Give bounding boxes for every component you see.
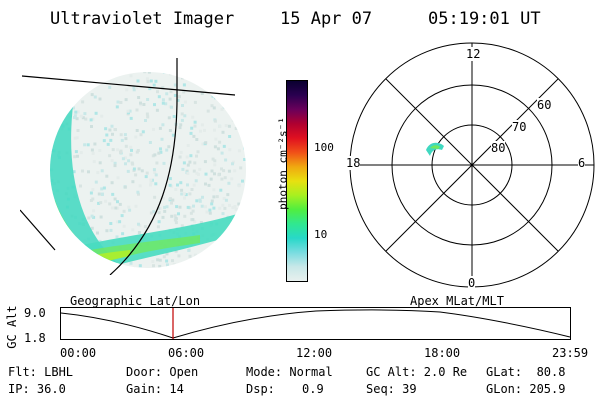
colorbar-label: photon cm⁻²s⁻¹	[276, 117, 290, 210]
orbit-time-2: 12:00	[296, 346, 333, 360]
orbit-time-0: 00:00	[60, 346, 97, 360]
orbit-time-1: 06:00	[168, 346, 205, 360]
orbit-ymin: 1.8	[24, 331, 46, 345]
lat-label-60: 60	[537, 98, 552, 112]
info-flt: Flt: LBHL	[8, 365, 74, 379]
colorbar-tick-10: 10	[314, 228, 328, 241]
info-gain: Gain: 14	[126, 382, 184, 396]
orbit-time-3: 18:00	[424, 346, 461, 360]
info-gcalt: GC Alt: 2.0 Re	[366, 365, 468, 379]
info-ip: IP: 36.0	[8, 382, 66, 396]
info-door: Door: Open	[126, 365, 199, 379]
colorbar	[286, 80, 308, 282]
geographic-label: Geographic Lat/Lon	[70, 294, 201, 308]
colorbar-tick-100: 100	[314, 141, 334, 154]
mlt-label-0: 0	[468, 276, 476, 290]
orbit-plot[interactable]	[60, 307, 572, 341]
orbit-ylabel: GC Alt	[5, 305, 19, 349]
uv-image-panel[interactable]	[20, 50, 280, 275]
mlt-label-18: 18	[346, 156, 361, 170]
info-glon: GLon: 205.9	[486, 382, 566, 396]
info-seq: Seq: 39	[366, 382, 417, 396]
info-dsp-value: 0.9	[302, 382, 324, 396]
polar-plot[interactable]	[340, 40, 600, 290]
orbit-ymax: 9.0	[24, 306, 46, 320]
app-title: Ultraviolet Imager	[50, 9, 235, 29]
time-label: 05:19:01 UT	[428, 9, 541, 29]
lat-label-80: 80	[491, 141, 506, 155]
lat-label-70: 70	[512, 120, 527, 134]
info-glat: GLat: 80.8	[486, 365, 566, 379]
orbit-time-4: 23:59	[552, 346, 589, 360]
info-dsp-label: Dsp:	[246, 382, 275, 396]
info-mode: Mode: Normal	[246, 365, 333, 379]
mlt-label-6: 6	[578, 156, 586, 170]
apex-label: Apex MLat/MLT	[410, 294, 504, 308]
mlt-label-12: 12	[466, 47, 481, 61]
date-label: 15 Apr 07	[280, 9, 373, 29]
